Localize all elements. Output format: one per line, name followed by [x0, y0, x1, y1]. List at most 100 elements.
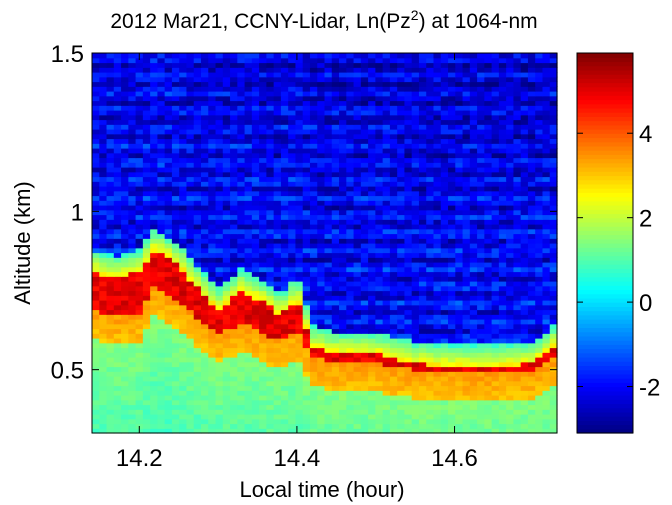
heatmap-cell: [527, 72, 536, 78]
heatmap-cell: [295, 338, 304, 344]
heatmap-cell: [513, 257, 522, 263]
heatmap-cell: [382, 105, 391, 111]
heatmap-cell: [469, 233, 478, 239]
heatmap-cell: [266, 295, 275, 301]
heatmap-cell: [259, 338, 267, 344]
heatmap-cell: [121, 119, 129, 125]
heatmap-cell: [418, 404, 427, 410]
heatmap-cell: [200, 176, 209, 182]
heatmap-cell: [309, 333, 318, 339]
heatmap-cell: [331, 81, 340, 87]
heatmap-cell: [222, 281, 231, 287]
heatmap-cell: [324, 366, 333, 372]
heatmap-cell: [339, 62, 347, 68]
heatmap-cell: [193, 357, 202, 363]
heatmap-cell: [426, 157, 435, 163]
heatmap-cell: [535, 72, 544, 78]
heatmap-cell: [259, 72, 267, 78]
heatmap-cell: [99, 152, 108, 159]
heatmap-cell: [92, 190, 100, 197]
heatmap-cell: [455, 91, 464, 97]
heatmap-cell: [397, 300, 406, 306]
heatmap-cell: [484, 119, 493, 125]
heatmap-cell: [397, 157, 406, 163]
heatmap-cell: [295, 176, 304, 182]
heatmap-cell: [397, 114, 406, 121]
heatmap-cell: [259, 385, 267, 391]
heatmap-cell: [520, 290, 529, 296]
heatmap-cell: [244, 186, 253, 192]
heatmap-cell: [230, 418, 238, 425]
heatmap-cell: [186, 347, 195, 353]
heatmap-cell: [549, 119, 558, 125]
heatmap-cell: [309, 200, 318, 206]
heatmap-cell: [368, 62, 376, 68]
heatmap-cell: [164, 186, 173, 192]
heatmap-cell: [186, 62, 195, 68]
heatmap-cell: [150, 67, 158, 73]
heatmap-cell: [215, 385, 224, 391]
heatmap-cell: [179, 252, 188, 258]
heatmap-cell: [389, 105, 398, 111]
heatmap-cell: [237, 224, 246, 230]
heatmap-cell: [375, 72, 384, 78]
heatmap-cell: [331, 333, 340, 339]
heatmap-cell: [542, 352, 551, 358]
heatmap-cell: [448, 100, 456, 106]
heatmap-cell: [106, 366, 115, 372]
heatmap-cell: [193, 399, 202, 406]
heatmap-cell: [302, 243, 311, 249]
heatmap-cell: [302, 200, 311, 206]
heatmap-cell: [491, 252, 500, 258]
heatmap-cell: [455, 404, 464, 410]
heatmap-cell: [331, 162, 340, 168]
heatmap-cell: [317, 200, 326, 206]
heatmap-cell: [317, 266, 326, 273]
heatmap-cell: [222, 300, 231, 306]
heatmap-cell: [273, 247, 282, 254]
heatmap-cell: [302, 281, 311, 287]
heatmap-cell: [280, 162, 289, 168]
heatmap-cell: [135, 110, 144, 116]
heatmap-cell: [433, 129, 442, 135]
heatmap-cell: [462, 333, 471, 339]
heatmap-cell: [193, 414, 202, 420]
heatmap-cell: [484, 62, 493, 68]
heatmap-cell: [179, 181, 188, 187]
heatmap-cell: [462, 266, 471, 273]
heatmap-cell: [280, 290, 289, 296]
heatmap-cell: [498, 195, 507, 201]
heatmap-cell: [498, 357, 507, 363]
heatmap-cell: [397, 124, 406, 130]
heatmap-cell: [150, 228, 158, 235]
heatmap-cell: [157, 247, 166, 254]
heatmap-cell: [200, 114, 209, 121]
heatmap-cell: [513, 76, 522, 83]
heatmap-cell: [259, 124, 267, 130]
heatmap-cell: [280, 238, 289, 244]
heatmap-cell: [455, 399, 464, 406]
heatmap-cell: [535, 209, 544, 216]
heatmap-cell: [92, 81, 100, 87]
heatmap-cell: [339, 295, 347, 301]
heatmap-cell: [302, 100, 311, 106]
heatmap-cell: [215, 110, 224, 116]
heatmap-cell: [157, 380, 166, 387]
heatmap-cell: [404, 124, 413, 130]
heatmap-cell: [448, 390, 456, 396]
heatmap-cell: [411, 342, 420, 349]
heatmap-cell: [135, 243, 144, 249]
heatmap-cell: [426, 395, 435, 401]
heatmap-cell: [92, 262, 100, 268]
heatmap-cell: [222, 138, 231, 144]
heatmap-cell: [157, 214, 166, 220]
heatmap-cell: [280, 395, 289, 401]
heatmap-cell: [128, 376, 137, 382]
heatmap-cell: [142, 72, 151, 78]
heatmap-cell: [426, 295, 435, 301]
heatmap-cell: [259, 323, 267, 330]
heatmap-cell: [491, 157, 500, 163]
heatmap-cell: [346, 266, 355, 273]
heatmap-cell: [404, 95, 413, 102]
heatmap-cell: [346, 428, 355, 434]
